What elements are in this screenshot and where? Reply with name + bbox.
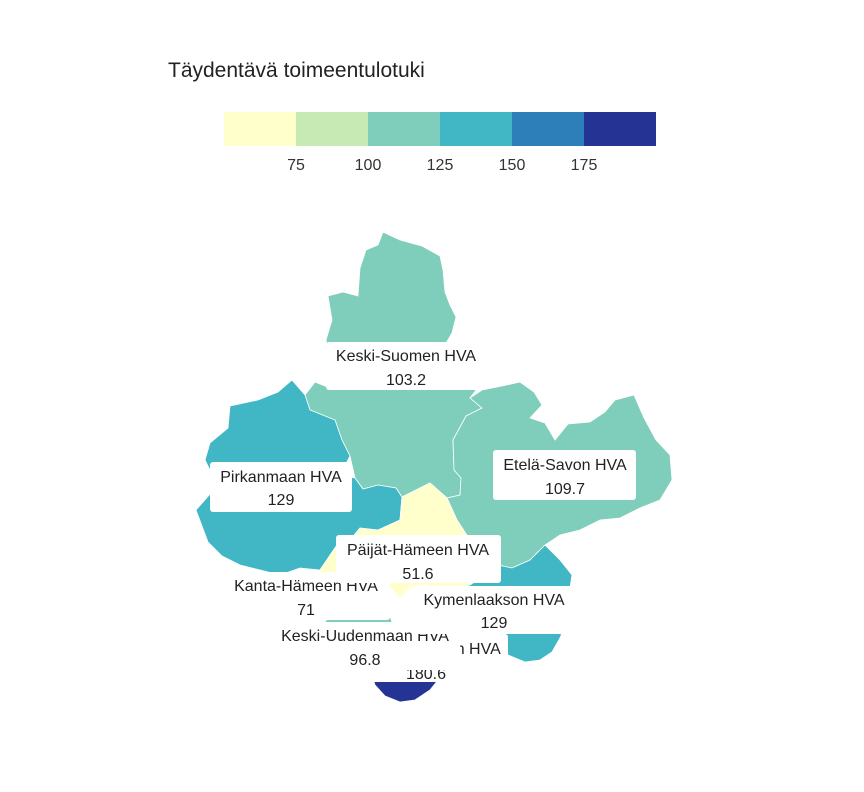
label-kymenlaakso-value: 129 [481, 615, 508, 632]
label-keski-suomi-name: Keski-Suomen HVA [336, 348, 477, 365]
label-keski-uusimaa: Keski-Uudenmaan HVA 96.8 [270, 622, 460, 670]
label-keski-suomi: Keski-Suomen HVA 103.2 [326, 342, 486, 390]
label-kymenlaakso: Kymenlaakson HVA 129 [413, 586, 575, 634]
label-vantaa-kerava-value: 180.6 [406, 666, 446, 683]
label-keski-suomi-value: 103.2 [386, 372, 426, 389]
label-paijat-hame: Päijät-Hämeen HVA 51.6 [336, 535, 501, 583]
region-labels: Vantaan ja Keravan HVA 180.6 Kanta-Hämee… [210, 342, 636, 683]
legend-bin-3 [368, 112, 440, 146]
label-etela-savo-name: Etelä-Savon HVA [503, 457, 627, 474]
label-kymenlaakso-name: Kymenlaakson HVA [423, 592, 564, 609]
legend-tick-2: 100 [355, 157, 382, 174]
legend-bin-1 [224, 112, 296, 146]
legend-bin-4 [440, 112, 512, 146]
legend-tick-3: 125 [427, 157, 454, 174]
legend-tick-4: 150 [499, 157, 526, 174]
legend-bin-6 [584, 112, 656, 146]
label-paijat-hame-name: Päijät-Hämeen HVA [347, 542, 489, 559]
label-pirkanmaa-value: 129 [268, 492, 295, 509]
label-pirkanmaa: Pirkanmaan HVA 129 [210, 462, 352, 512]
legend-title: Täydentävä toimeentulotuki [168, 59, 425, 82]
label-etela-savo: Etelä-Savon HVA 109.7 [493, 450, 636, 500]
label-etela-savo-value: 109.7 [545, 481, 585, 498]
label-kanta-hame-value: 71 [297, 602, 315, 619]
legend: Täydentävä toimeentulotuki 75 100 125 15… [168, 59, 656, 174]
label-paijat-hame-value: 51.6 [402, 566, 433, 583]
label-keski-uusimaa-name: Keski-Uudenmaan HVA [281, 628, 449, 645]
legend-bin-5 [512, 112, 584, 146]
legend-bin-2 [296, 112, 368, 146]
label-keski-uusimaa-value: 96.8 [349, 652, 380, 669]
label-pirkanmaa-name: Pirkanmaan HVA [220, 469, 342, 486]
legend-tick-1: 75 [287, 157, 305, 174]
legend-tick-5: 175 [571, 157, 598, 174]
